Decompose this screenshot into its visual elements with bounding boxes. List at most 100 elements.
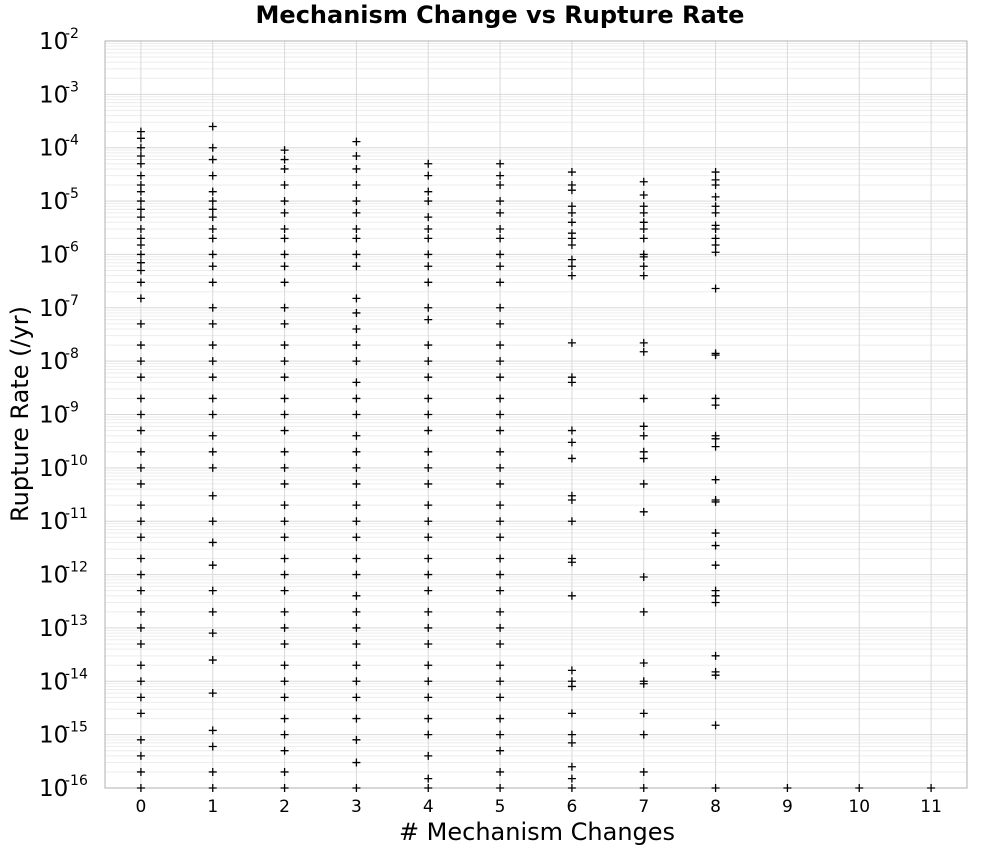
data-point [208,262,217,271]
data-point [352,357,361,366]
data-point [136,607,145,616]
y-tick-base: 10 [39,296,68,322]
data-point [496,410,505,419]
data-point [424,479,433,488]
data-point [496,447,505,456]
data-point [136,677,145,686]
data-point [424,784,433,792]
data-point [639,177,648,186]
data-point [136,586,145,595]
data-point [208,357,217,366]
data-point [208,171,217,180]
data-point [352,164,361,173]
data-point [639,347,648,356]
data-point [927,784,936,792]
data-point [711,784,720,792]
data-point [567,762,576,771]
data-point [424,623,433,632]
data-point [639,262,648,271]
data-point [496,208,505,217]
data-point [280,319,289,328]
data-point [280,784,289,792]
data-point [711,529,720,538]
data-point [352,501,361,510]
data-point [496,501,505,510]
data-point [496,171,505,180]
data-point [280,693,289,702]
data-point [208,689,217,698]
data-point [208,373,217,382]
data-point [136,623,145,632]
data-point [136,554,145,563]
data-point [567,682,576,691]
data-point [496,570,505,579]
x-tick-label: 7 [638,797,649,817]
data-point [567,784,576,792]
data-point [567,234,576,243]
data-point [496,341,505,350]
data-point [280,426,289,435]
data-point [136,181,145,190]
y-tick-exponent: -6 [65,239,79,255]
data-point [208,319,217,328]
data-point [208,250,217,259]
y-tick-label: 10-12 [39,560,88,589]
y-tick-label: 10-13 [39,613,88,642]
y-tick-exponent: -2 [65,26,79,42]
data-point [352,591,361,600]
y-tick-base: 10 [39,723,68,749]
data-point [711,721,720,730]
y-tick-exponent: -4 [65,133,79,149]
data-point [424,570,433,579]
data-point [496,661,505,670]
data-point [711,442,720,451]
data-point [208,431,217,440]
data-point [424,303,433,312]
data-point [280,517,289,526]
grid [105,40,967,789]
data-point [136,570,145,579]
data-point [136,224,145,233]
data-point [280,746,289,755]
x-tick-label: 1 [207,797,218,817]
y-tick-base: 10 [39,349,68,375]
data-point [711,241,720,250]
y-tick-base: 10 [39,82,68,108]
data-point [711,401,720,410]
data-point [639,224,648,233]
data-point [136,479,145,488]
data-point [496,714,505,723]
data-point [136,639,145,648]
data-point [280,501,289,510]
data-point [424,394,433,403]
data-point [208,205,217,214]
data-point [136,266,145,275]
data-point [352,447,361,456]
data-point [639,607,648,616]
data-point [639,338,648,347]
data-point [496,197,505,206]
data-point [208,155,217,164]
data-point [208,517,217,526]
data-point [208,213,217,222]
data-point [424,586,433,595]
data-point [567,168,576,177]
y-tick-base: 10 [39,403,68,429]
data-point [424,730,433,739]
y-tick-exponent: -14 [65,666,88,682]
data-point [711,168,720,177]
y-tick-label: 10-2 [39,26,79,55]
data-point [280,373,289,382]
data-point [496,479,505,488]
data-point [208,742,217,751]
y-axis-label: Rupture Rate (/yr) [6,306,34,522]
y-tick-exponent: -7 [65,293,79,309]
data-point [424,373,433,382]
data-point [496,607,505,616]
data-point [280,554,289,563]
y-tick-label: 10-15 [39,720,88,749]
data-point [424,714,433,723]
data-point [567,730,576,739]
y-tick-base: 10 [39,616,68,642]
data-point [424,187,433,196]
